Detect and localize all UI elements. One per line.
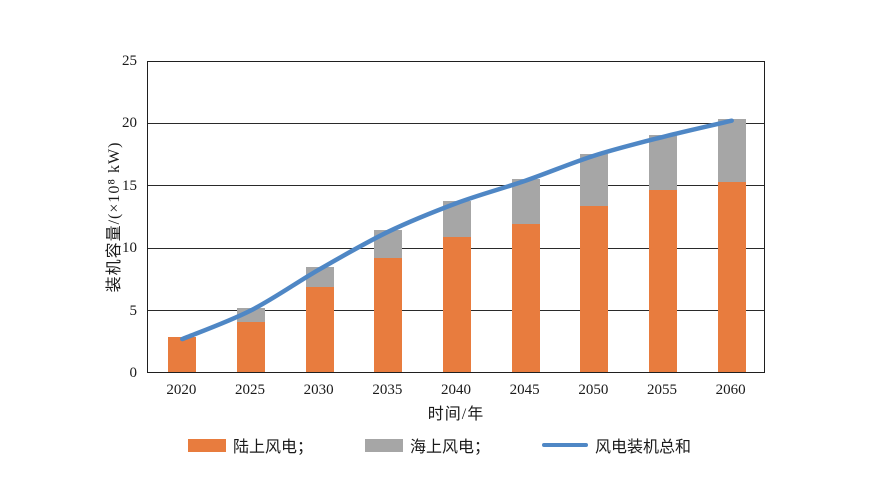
- bar-offshore-2050: [580, 153, 609, 206]
- bar-onshore-2020: [168, 337, 197, 372]
- bar-onshore-2050: [580, 206, 609, 372]
- bar-onshore-2035: [374, 258, 403, 372]
- bar-offshore-2045: [511, 178, 540, 224]
- bar-onshore-2040: [443, 237, 471, 372]
- y-tick-label-25: 25: [122, 53, 137, 69]
- gridline-y-20: [148, 122, 764, 124]
- bar-onshore-2025: [237, 322, 265, 372]
- bar-onshore-2030: [305, 287, 334, 372]
- total-line-swatch-icon: [542, 443, 588, 447]
- x-tick-label-2025: 2025: [235, 382, 265, 398]
- y-tick-label-0: 0: [129, 365, 138, 381]
- y-tick-label-15: 15: [122, 177, 137, 194]
- legend-label-total: 风电装机总和: [595, 439, 692, 456]
- legend-item-total: 风电装机总和: [542, 433, 691, 457]
- legend: 陆上风电； 海上风电； 风电装机总和: [0, 433, 879, 457]
- x-tick-label-2030: 2030: [303, 382, 334, 398]
- y-tick-label-20: 20: [122, 115, 137, 132]
- x-tick-label-2035: 2035: [372, 382, 403, 398]
- total-line-series: [180, 118, 734, 342]
- gridline-y-15: [148, 185, 764, 187]
- x-tick-label-2045: 2045: [509, 382, 540, 398]
- offshore-wind-swatch-icon: [364, 438, 403, 452]
- legend-label-offshore: 海上风电；: [409, 439, 490, 456]
- x-tick-label-2040: 2040: [441, 382, 471, 398]
- bar-onshore-2045: [511, 223, 540, 372]
- plot-area: [147, 61, 765, 373]
- x-tick-label-2055: 2055: [647, 382, 677, 398]
- legend-item-onshore: 陆上风电；: [187, 433, 313, 457]
- bar-offshore-2060: [717, 118, 746, 183]
- y-tick-label-5: 5: [129, 302, 138, 319]
- legend-label-onshore: 陆上风电；: [232, 439, 313, 456]
- bar-onshore-2055: [649, 189, 677, 372]
- bar-offshore-2055: [649, 134, 677, 190]
- x-tick-label-2060: 2060: [715, 382, 746, 398]
- y-tick-label-10: 10: [122, 240, 137, 257]
- x-tick-label-2020: 2020: [166, 382, 197, 398]
- total-line-path: [180, 118, 734, 342]
- x-tick-label-2050: 2050: [578, 382, 609, 398]
- x-axis-title: 时间/年: [427, 406, 485, 423]
- onshore-wind-swatch-icon: [187, 438, 226, 452]
- legend-item-offshore: 海上风电；: [364, 433, 490, 457]
- y-axis-title: 装机容量/(×10⁸ kW): [106, 141, 123, 293]
- bar-onshore-2060: [717, 182, 746, 372]
